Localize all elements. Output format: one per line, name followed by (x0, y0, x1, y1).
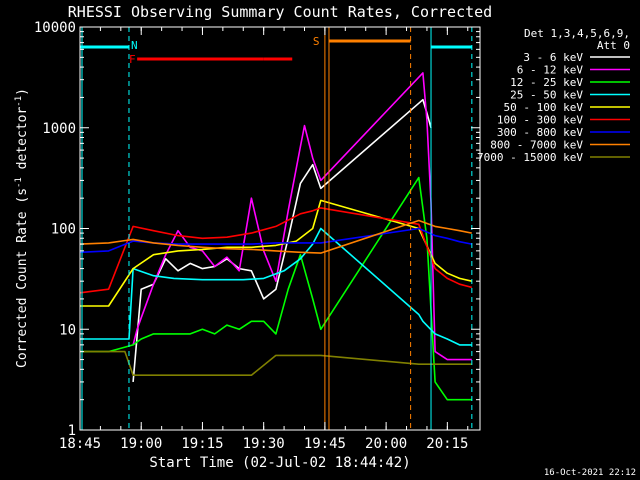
series-6-12-kev (132, 72, 472, 361)
series-25-50-kev (80, 227, 472, 346)
observing-flags: NF S (80, 27, 473, 430)
y-axis-label-sup2: -1 (14, 96, 24, 107)
y-axis-label-mid: detector (15, 107, 30, 178)
x-tick-label: 19:15 (181, 436, 223, 452)
x-tick-label: 20:00 (365, 436, 407, 452)
y-axis-label-main: Corrected Count Rate (s (15, 188, 30, 368)
chart-title: RHESSI Observing Summary Count Rates, Co… (68, 3, 492, 21)
legend-entry: 50 - 100 keV (504, 101, 584, 114)
legend-title: Det 1,3,4,5,6,9, (524, 27, 630, 40)
series-800-7000-kev (79, 219, 472, 254)
series-3-6-kev (132, 98, 432, 382)
axes: 18:45 19:00 19:15 19:30 19:45 20:00 20:15 1 10 10… (34, 20, 480, 452)
legend-entry: 800 - 7000 keV (490, 139, 583, 152)
x-axis-label: Start Time (02-Jul-02 18:44:42) (149, 455, 410, 471)
flag-label-f: F (129, 53, 136, 66)
y-tick-label: 10 (59, 322, 76, 338)
legend-entry: 3 - 6 keV (523, 51, 583, 64)
x-tick-label: 19:00 (120, 436, 162, 452)
y-tick-label: 10000 (34, 20, 76, 36)
y-axis-label: Corrected Count Rate (s-1 detector-1) (14, 88, 30, 368)
series-50-100-kev (80, 199, 472, 307)
legend-entry: 300 - 800 keV (497, 126, 583, 139)
y-tick-label: 1000 (42, 121, 76, 137)
y-tick-label: 1 (68, 423, 76, 439)
legend-entry: 7000 - 15000 keV (477, 151, 583, 164)
series-traces (79, 72, 473, 401)
legend-entry: 12 - 25 keV (510, 76, 583, 89)
series-7000-15000-kev (80, 350, 472, 377)
legend-title: Att 0 (597, 39, 630, 52)
x-tick-label: 18:45 (59, 436, 101, 452)
legend-entry: 6 - 12 keV (517, 64, 584, 77)
y-tick-label: 100 (51, 222, 76, 238)
x-tick-label: 19:45 (304, 436, 346, 452)
y-axis-label-end: ) (15, 88, 30, 96)
flag-label-s: S (313, 35, 320, 48)
y-axis-label-sup1: -1 (14, 177, 24, 188)
series-12-25-kev (80, 176, 472, 401)
flag-label-n: N (131, 39, 138, 52)
footer-timestamp: 16-Oct-2021 22:12 (544, 468, 636, 478)
series-300-800-kev (79, 227, 472, 254)
legend-entry: 100 - 300 keV (497, 114, 583, 127)
series-100-300-kev (79, 207, 473, 294)
x-tick-label: 19:30 (243, 436, 285, 452)
legend-entry: 25 - 50 keV (510, 89, 583, 102)
x-tick-label: 20:15 (426, 436, 468, 452)
